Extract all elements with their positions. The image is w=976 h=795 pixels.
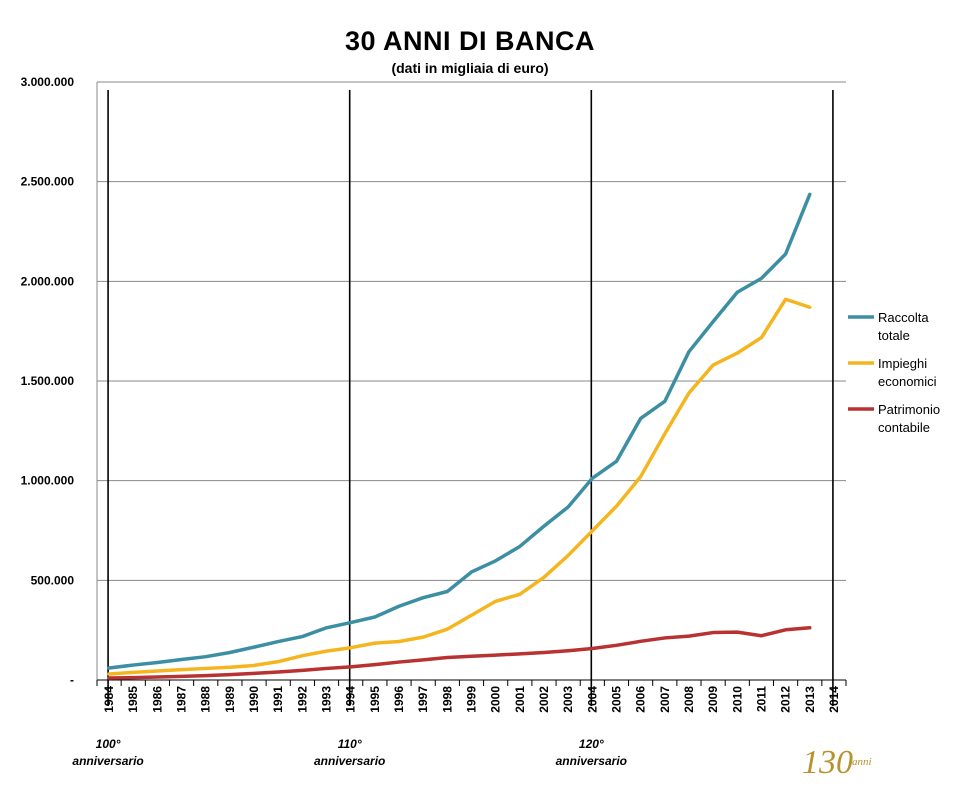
y-tick-label: - — [70, 673, 74, 687]
legend-label: economici — [878, 374, 937, 389]
x-tick-label: 1989 — [223, 686, 237, 713]
legend-label: contabile — [878, 420, 930, 435]
x-tick-label: 2003 — [561, 686, 575, 713]
anniversary-label: 110° — [338, 737, 362, 751]
x-tick-label: 2000 — [489, 686, 503, 713]
logo-word: anni — [852, 756, 872, 768]
logo-number: 130 — [802, 744, 853, 781]
chart-subtitle: (dati in migliaia di euro) — [391, 60, 549, 76]
legend-label: Raccolta — [878, 310, 929, 325]
x-tick-label: 1984 — [102, 686, 116, 713]
x-tick-label: 1987 — [175, 686, 189, 713]
y-tick-label: 3.000.000 — [21, 75, 75, 89]
series-line — [107, 192, 812, 670]
y-tick-label: 2.000.000 — [21, 274, 75, 288]
x-tick-label: 2002 — [537, 686, 551, 713]
x-tick-label: 1988 — [199, 686, 213, 713]
x-tick-label: 1999 — [465, 686, 479, 713]
y-tick-label: 500.000 — [31, 573, 75, 587]
x-tick-label: 1986 — [150, 686, 164, 713]
x-tick-label: 2014 — [827, 686, 841, 713]
x-tick-label: 1997 — [416, 686, 430, 713]
y-tick-label: 1.500.000 — [21, 374, 75, 388]
anniversary-label: anniversario — [556, 754, 627, 768]
x-tick-label: 2008 — [682, 686, 696, 713]
anniversary-label: 120° — [579, 737, 604, 751]
x-tick-label: 2011 — [754, 686, 768, 712]
x-tick-label: 1998 — [440, 686, 454, 713]
x-tick-label: 2007 — [658, 686, 672, 713]
x-tick-label: 1990 — [247, 686, 261, 713]
series-line — [107, 297, 812, 676]
x-tick-label: 2010 — [730, 686, 744, 713]
x-tick-label: 2004 — [585, 686, 599, 713]
x-tick-label: 1995 — [368, 686, 382, 713]
x-tick-label: 2005 — [609, 686, 623, 713]
chart-title: 30 ANNI DI BANCA — [344, 26, 596, 56]
x-tick-label: 2006 — [634, 686, 648, 713]
x-tick-label: 1994 — [344, 686, 358, 713]
anniversary-label: 100° — [96, 737, 121, 751]
y-tick-label: 2.500.000 — [21, 175, 75, 189]
y-tick-label: 1.000.000 — [21, 474, 75, 488]
series-line — [107, 626, 812, 680]
x-tick-label: 1992 — [295, 686, 309, 713]
legend-label: Impieghi — [878, 356, 927, 371]
anniversary-logo: 130 anni — [800, 735, 880, 785]
legend-label: totale — [878, 328, 910, 343]
x-tick-label: 2013 — [803, 686, 817, 713]
x-tick-label: 1993 — [320, 686, 334, 713]
anniversary-label: anniversario — [72, 754, 143, 768]
x-tick-label: 2012 — [779, 686, 793, 713]
x-tick-label: 1996 — [392, 686, 406, 713]
x-tick-label: 2009 — [706, 686, 720, 713]
x-tick-label: 1991 — [271, 686, 285, 713]
x-tick-label: 2001 — [513, 686, 527, 713]
anniversary-label: anniversario — [314, 754, 385, 768]
x-tick-label: 1985 — [126, 686, 140, 713]
legend-label: Patrimonio — [878, 402, 940, 417]
